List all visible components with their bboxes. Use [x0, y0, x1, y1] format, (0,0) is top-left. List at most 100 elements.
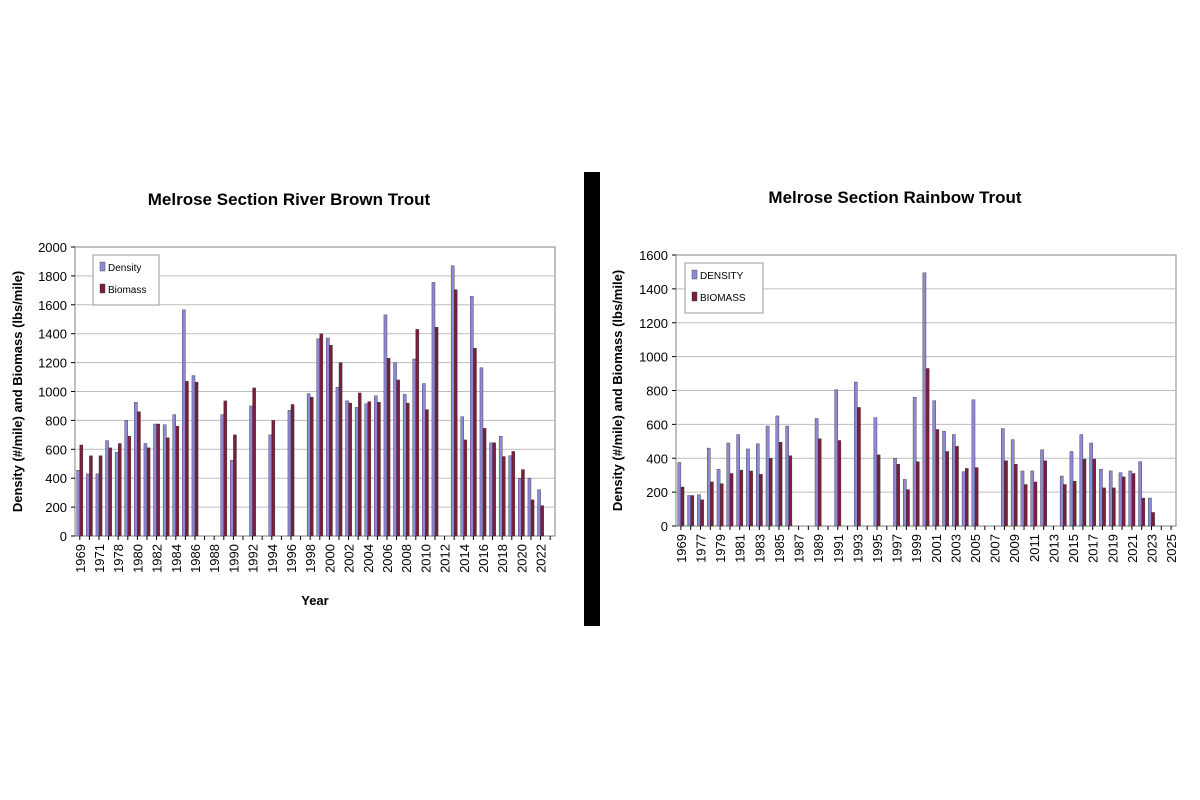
density-bar-2005 — [374, 395, 378, 537]
y-tick-label: 200 — [646, 485, 668, 500]
density-bar-2002 — [345, 400, 349, 537]
density-bar-1996 — [287, 410, 292, 537]
biomass-bar-2005 — [377, 402, 381, 537]
x-axis-label: Year — [301, 593, 328, 608]
density-bar-1986 — [785, 425, 789, 527]
biomass-bar-2004 — [367, 401, 372, 537]
x-tick-label: 2006 — [380, 544, 395, 573]
y-axis-label: Density (#/mile) and Biomass (lbs/mile) — [610, 270, 625, 511]
biomass-bar-2020 — [1121, 476, 1126, 527]
biomass-bar-1977 — [108, 447, 112, 537]
x-tick-label: 1986 — [188, 544, 203, 573]
biomass-bar-2023 — [1151, 512, 1155, 527]
y-tick-label: 0 — [661, 519, 668, 534]
biomass-bar-2018 — [502, 456, 506, 537]
density-bar-2009 — [1010, 439, 1015, 527]
density-bar-2021 — [527, 478, 532, 537]
chart-legend: DENSITY BIOMASS — [684, 262, 764, 314]
density-bar-2016 — [1079, 434, 1084, 527]
biomass-bar-2018 — [1102, 487, 1106, 527]
density-bar-1999 — [912, 397, 917, 527]
biomass-bar-1970 — [690, 495, 695, 527]
biomass-bar-1997 — [896, 463, 900, 527]
legend-label-biomass: BIOMASS — [700, 293, 746, 304]
biomass-bar-2003 — [955, 446, 959, 527]
biomass-bar-2009 — [415, 329, 420, 537]
biomass-bar-1978 — [710, 481, 714, 527]
density-bar-2017 — [1089, 442, 1093, 527]
biomass-bar-2011 — [434, 326, 439, 537]
density-bar-2010 — [1020, 470, 1025, 527]
biomass-bar-1983 — [759, 474, 763, 527]
x-tick-label: 2014 — [457, 544, 472, 573]
biomass-bar-2008 — [406, 402, 410, 537]
density-bar-2008 — [402, 394, 407, 537]
biomass-bar-2012 — [1043, 460, 1047, 527]
x-tick-label: 2005 — [968, 534, 983, 563]
biomass-bar-1983 — [165, 437, 170, 537]
density-bar-1981 — [736, 434, 740, 527]
y-tick-label: 600 — [646, 417, 668, 432]
y-tick-label: 1000 — [38, 385, 67, 400]
y-tick-label: 1400 — [38, 327, 67, 342]
biomass-bar-1980 — [729, 473, 734, 527]
density-bar-1980 — [726, 442, 731, 527]
y-tick-label: 1000 — [639, 350, 668, 365]
x-tick-label: 1979 — [713, 534, 728, 563]
legend-box — [684, 262, 764, 314]
x-tick-label: 2021 — [1125, 534, 1140, 563]
x-tick-label: 1969 — [674, 534, 689, 563]
biomass-bar-2005 — [974, 467, 979, 527]
biomass-bar-1982 — [749, 470, 753, 527]
density-bar-2003 — [354, 407, 359, 537]
density-bar-2015 — [470, 295, 474, 537]
x-tick-label: 2008 — [399, 544, 414, 573]
density-bar-1982 — [153, 423, 157, 537]
y-tick-label: 800 — [646, 384, 668, 399]
x-tick-label: 2004 — [361, 544, 376, 573]
biomass-bar-2019 — [511, 451, 516, 537]
density-bar-1970 — [687, 495, 691, 527]
biomass-bar-1985 — [778, 441, 783, 527]
biomass-bar-2010 — [425, 409, 429, 537]
biomass-bar-2002 — [945, 451, 949, 527]
legend-swatch-density — [99, 261, 106, 272]
y-tick-label: 1600 — [38, 298, 67, 313]
x-tick-label: 1982 — [150, 544, 165, 573]
brown-trout-chart-panel: Melrose Section River Brown Trout 0 200 400… — [0, 172, 584, 626]
biomass-bar-1999 — [916, 461, 920, 527]
x-tick-label: 1980 — [130, 544, 145, 573]
legend-swatch-biomass — [99, 283, 106, 294]
y-tick-label: 200 — [45, 500, 67, 515]
x-tick-label: 1984 — [169, 544, 184, 573]
y-tick-label: 1600 — [639, 248, 668, 263]
rainbow-trout-chart: Melrose Section Rainbow Trout 0 200 400 600 8… — [610, 188, 1179, 563]
biomass-bar-1981 — [146, 447, 151, 537]
density-bar-2016 — [479, 367, 484, 537]
biomass-bar-1969 — [79, 444, 84, 537]
biomass-bar-2014 — [463, 439, 468, 537]
x-tick-label: 2020 — [514, 544, 529, 573]
biomass-bar-1992 — [252, 387, 256, 537]
chart-title: Melrose Section River Brown Trout — [148, 190, 431, 209]
density-bar-1969 — [677, 462, 682, 527]
biomass-bar-1984 — [175, 425, 180, 537]
x-tick-label: 1991 — [831, 534, 846, 563]
x-tick-label: 2002 — [342, 544, 357, 573]
x-tick-label: 1985 — [772, 534, 787, 563]
y-tick-label: 1800 — [38, 269, 67, 284]
biomass-bar-1998 — [310, 397, 314, 537]
x-tick-label: 1969 — [73, 544, 88, 573]
y-tick-label: 0 — [60, 529, 67, 544]
biomass-bar-2006 — [386, 358, 391, 537]
density-bar-1983 — [162, 424, 167, 537]
density-bar-2006 — [383, 314, 388, 537]
density-bar-1995 — [873, 417, 878, 527]
y-tick-label: 1200 — [38, 356, 67, 371]
biomass-bar-1989 — [817, 438, 822, 527]
biomass-bar-1982 — [156, 423, 160, 537]
density-bar-2021 — [1128, 470, 1133, 527]
y-tick-label: 800 — [45, 413, 67, 428]
x-tick-label: 1987 — [792, 534, 807, 563]
density-bar-1985 — [182, 309, 186, 537]
